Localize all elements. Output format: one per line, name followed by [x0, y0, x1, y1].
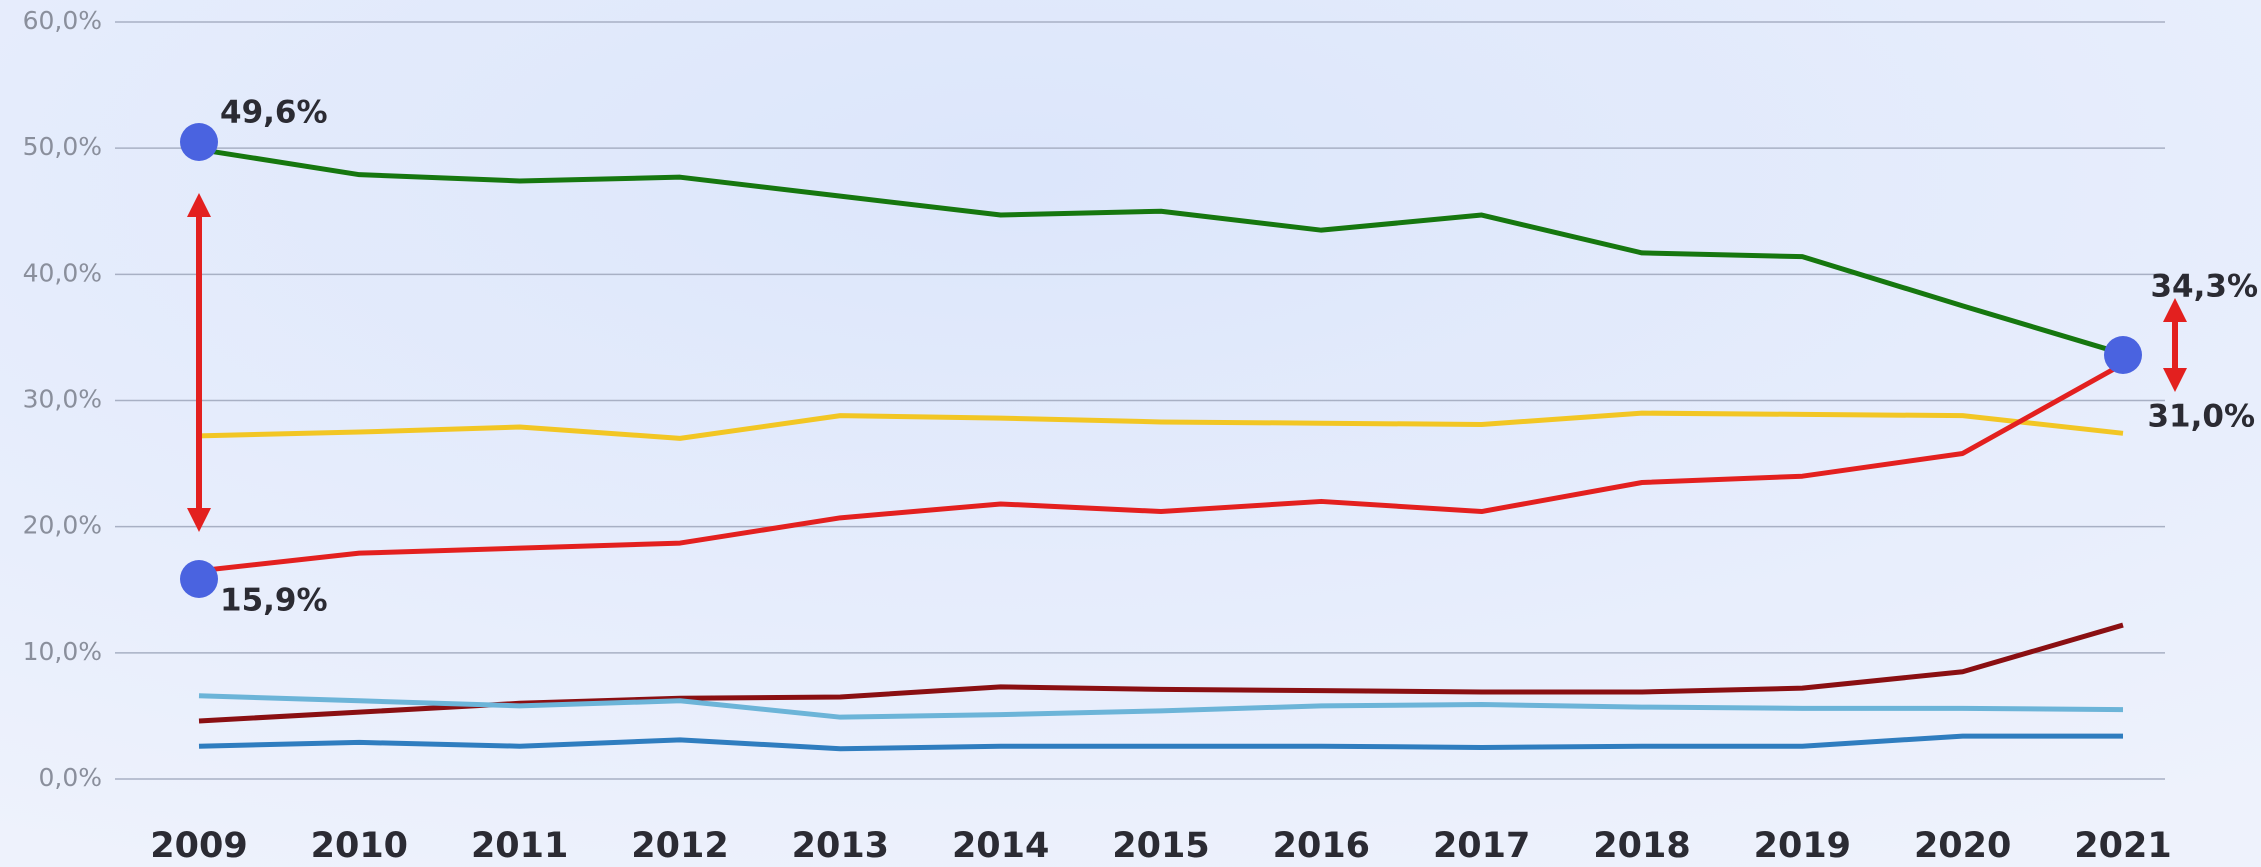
x-tick-label: 2020: [1914, 826, 2011, 866]
x-tick-label: 2021: [2074, 826, 2171, 866]
y-tick-label: 60,0%: [23, 6, 102, 35]
x-tick-label: 2018: [1593, 826, 1690, 866]
y-tick-label: 40,0%: [23, 258, 102, 287]
y-tick-label: 0,0%: [38, 763, 102, 792]
y-tick-label: 30,0%: [23, 385, 102, 414]
series-line: [198, 361, 2125, 574]
x-tick-label: 2015: [1112, 826, 1209, 866]
x-tick-label: 2012: [631, 826, 728, 866]
dot: [180, 560, 218, 598]
series-line: [198, 410, 2124, 441]
y-tick-label: 50,0%: [23, 132, 102, 161]
x-tick-label: 2013: [792, 826, 889, 866]
x-tick-label: 2014: [952, 826, 1049, 866]
x-tick-label: 2011: [471, 826, 568, 866]
annotation: 15,9%: [220, 583, 328, 619]
y-tick-label: 20,0%: [23, 511, 102, 540]
annotation: 34,3%: [2150, 269, 2258, 305]
series-line: [198, 693, 2124, 720]
x-tick-label: 2016: [1273, 826, 1370, 866]
y-tick-label: 10,0%: [23, 637, 102, 666]
arrows: [180, 123, 2187, 598]
series-line: [198, 146, 2124, 357]
x-tick-label: 2010: [311, 826, 408, 866]
annotation: 49,6%: [220, 95, 328, 131]
dot: [2104, 336, 2142, 374]
x-tick-label: 2019: [1754, 826, 1851, 866]
x-tick-label: 2009: [150, 826, 247, 866]
series-line: [198, 622, 2124, 724]
x-tick-label: 2017: [1433, 826, 1530, 866]
annotation: 31,0%: [2147, 399, 2255, 435]
series-line: [198, 733, 2123, 752]
dot: [180, 123, 218, 161]
